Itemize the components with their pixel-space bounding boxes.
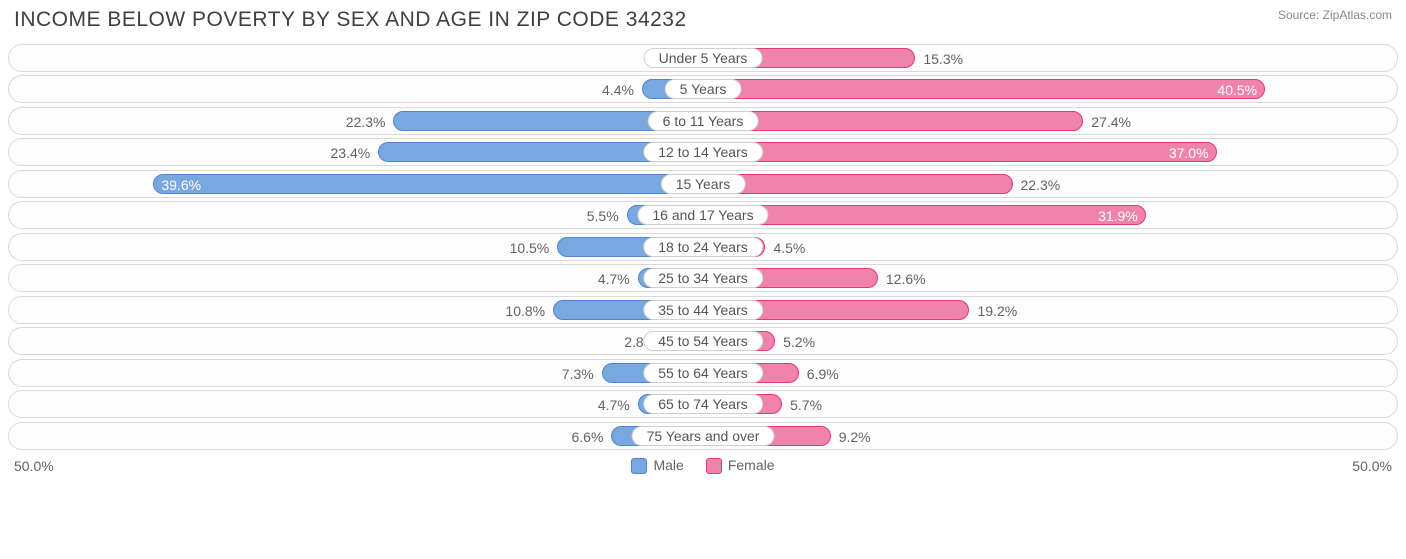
bar-female: [703, 142, 1217, 162]
bar-label-female: 12.6%: [886, 265, 926, 293]
bar-label-male: 4.7%: [598, 265, 630, 293]
category-label: 35 to 44 Years: [643, 300, 763, 320]
bar-label-female: 22.3%: [1021, 171, 1061, 199]
bar-label-female: 5.2%: [783, 328, 815, 356]
chart-title: INCOME BELOW POVERTY BY SEX AND AGE IN Z…: [14, 8, 687, 32]
bar-label-male: 4.7%: [598, 391, 630, 419]
category-label: 55 to 64 Years: [643, 363, 763, 383]
bar-female: [703, 79, 1265, 99]
bar-label-female: 15.3%: [923, 45, 963, 73]
chart-row: 10.5% 4.5% 18 to 24 Years: [8, 233, 1398, 261]
bar-label-male: 23.4%: [331, 139, 371, 167]
category-label: 65 to 74 Years: [643, 394, 763, 414]
category-label: 12 to 14 Years: [643, 142, 763, 162]
chart-row: 2.8%5.2%45 to 54 Years: [8, 327, 1398, 355]
bar-label-female: 19.2%: [977, 297, 1017, 325]
chart-row: 7.3% 6.9% 55 to 64 Years: [8, 359, 1398, 387]
bar-label-female: 6.9%: [807, 360, 839, 388]
chart-footer: 50.0% Male Female 50.0%: [8, 453, 1398, 474]
axis-max-left: 50.0%: [14, 458, 54, 474]
chart-row: 0.0%15.3%Under 5 Years: [8, 44, 1398, 72]
bar-label-female: 5.7%: [790, 391, 822, 419]
category-label: 15 Years: [661, 174, 746, 194]
chart-row: 4.4% 40.5% 5 Years: [8, 75, 1398, 103]
chart-row: 22.3% 27.4% 6 to 11 Years: [8, 107, 1398, 135]
category-label: 6 to 11 Years: [648, 111, 759, 131]
legend-label-male: Male: [653, 457, 683, 473]
bar-label-male: 22.3%: [346, 108, 386, 136]
bar-label-male: 6.6%: [571, 423, 603, 451]
category-label: 25 to 34 Years: [643, 268, 763, 288]
bar-label-male: 10.5%: [510, 234, 550, 262]
chart-row: 6.6% 9.2% 75 Years and over: [8, 422, 1398, 450]
chart-row: 10.8% 19.2% 35 to 44 Years: [8, 296, 1398, 324]
bar-label-female: 31.9%: [1098, 202, 1138, 230]
category-label: Under 5 Years: [644, 48, 763, 68]
bar-label-female: 27.4%: [1091, 108, 1131, 136]
category-label: 16 and 17 Years: [637, 205, 768, 225]
bar-label-male: 7.3%: [562, 360, 594, 388]
category-label: 5 Years: [665, 79, 742, 99]
chart-source: Source: ZipAtlas.com: [1278, 8, 1392, 22]
bar-label-female: 4.5%: [773, 234, 805, 262]
bar-female: [703, 205, 1146, 225]
bar-label-male: 39.6%: [161, 171, 201, 199]
bar-label-male: 4.4%: [602, 76, 634, 104]
legend-swatch-male: [631, 458, 647, 474]
chart-row: 23.4% 37.0% 12 to 14 Years: [8, 138, 1398, 166]
legend-item-male: Male: [631, 457, 683, 474]
category-label: 18 to 24 Years: [643, 237, 763, 257]
chart-legend: Male Female: [54, 457, 1353, 474]
legend-item-female: Female: [706, 457, 775, 474]
legend-swatch-female: [706, 458, 722, 474]
bar-label-female: 9.2%: [839, 423, 871, 451]
bar-female: [703, 111, 1083, 131]
bar-label-female: 40.5%: [1217, 76, 1257, 104]
chart-row: 4.7% 5.7% 65 to 74 Years: [8, 390, 1398, 418]
axis-max-right: 50.0%: [1352, 458, 1392, 474]
bar-male: [153, 174, 703, 194]
chart-row: 39.6% 22.3% 15 Years: [8, 170, 1398, 198]
bar-female: [703, 174, 1013, 194]
bar-label-male: 5.5%: [587, 202, 619, 230]
bar-label-female: 37.0%: [1169, 139, 1209, 167]
chart-header: INCOME BELOW POVERTY BY SEX AND AGE IN Z…: [8, 6, 1398, 40]
category-label: 45 to 54 Years: [643, 331, 763, 351]
legend-label-female: Female: [728, 457, 775, 473]
chart-row: 5.5% 31.9% 16 and 17 Years: [8, 201, 1398, 229]
category-label: 75 Years and over: [632, 426, 775, 446]
chart-rows: 0.0%15.3%Under 5 Years4.4%40.5%5 Years22…: [8, 44, 1398, 450]
chart-row: 4.7% 12.6% 25 to 34 Years: [8, 264, 1398, 292]
bar-label-male: 10.8%: [505, 297, 545, 325]
